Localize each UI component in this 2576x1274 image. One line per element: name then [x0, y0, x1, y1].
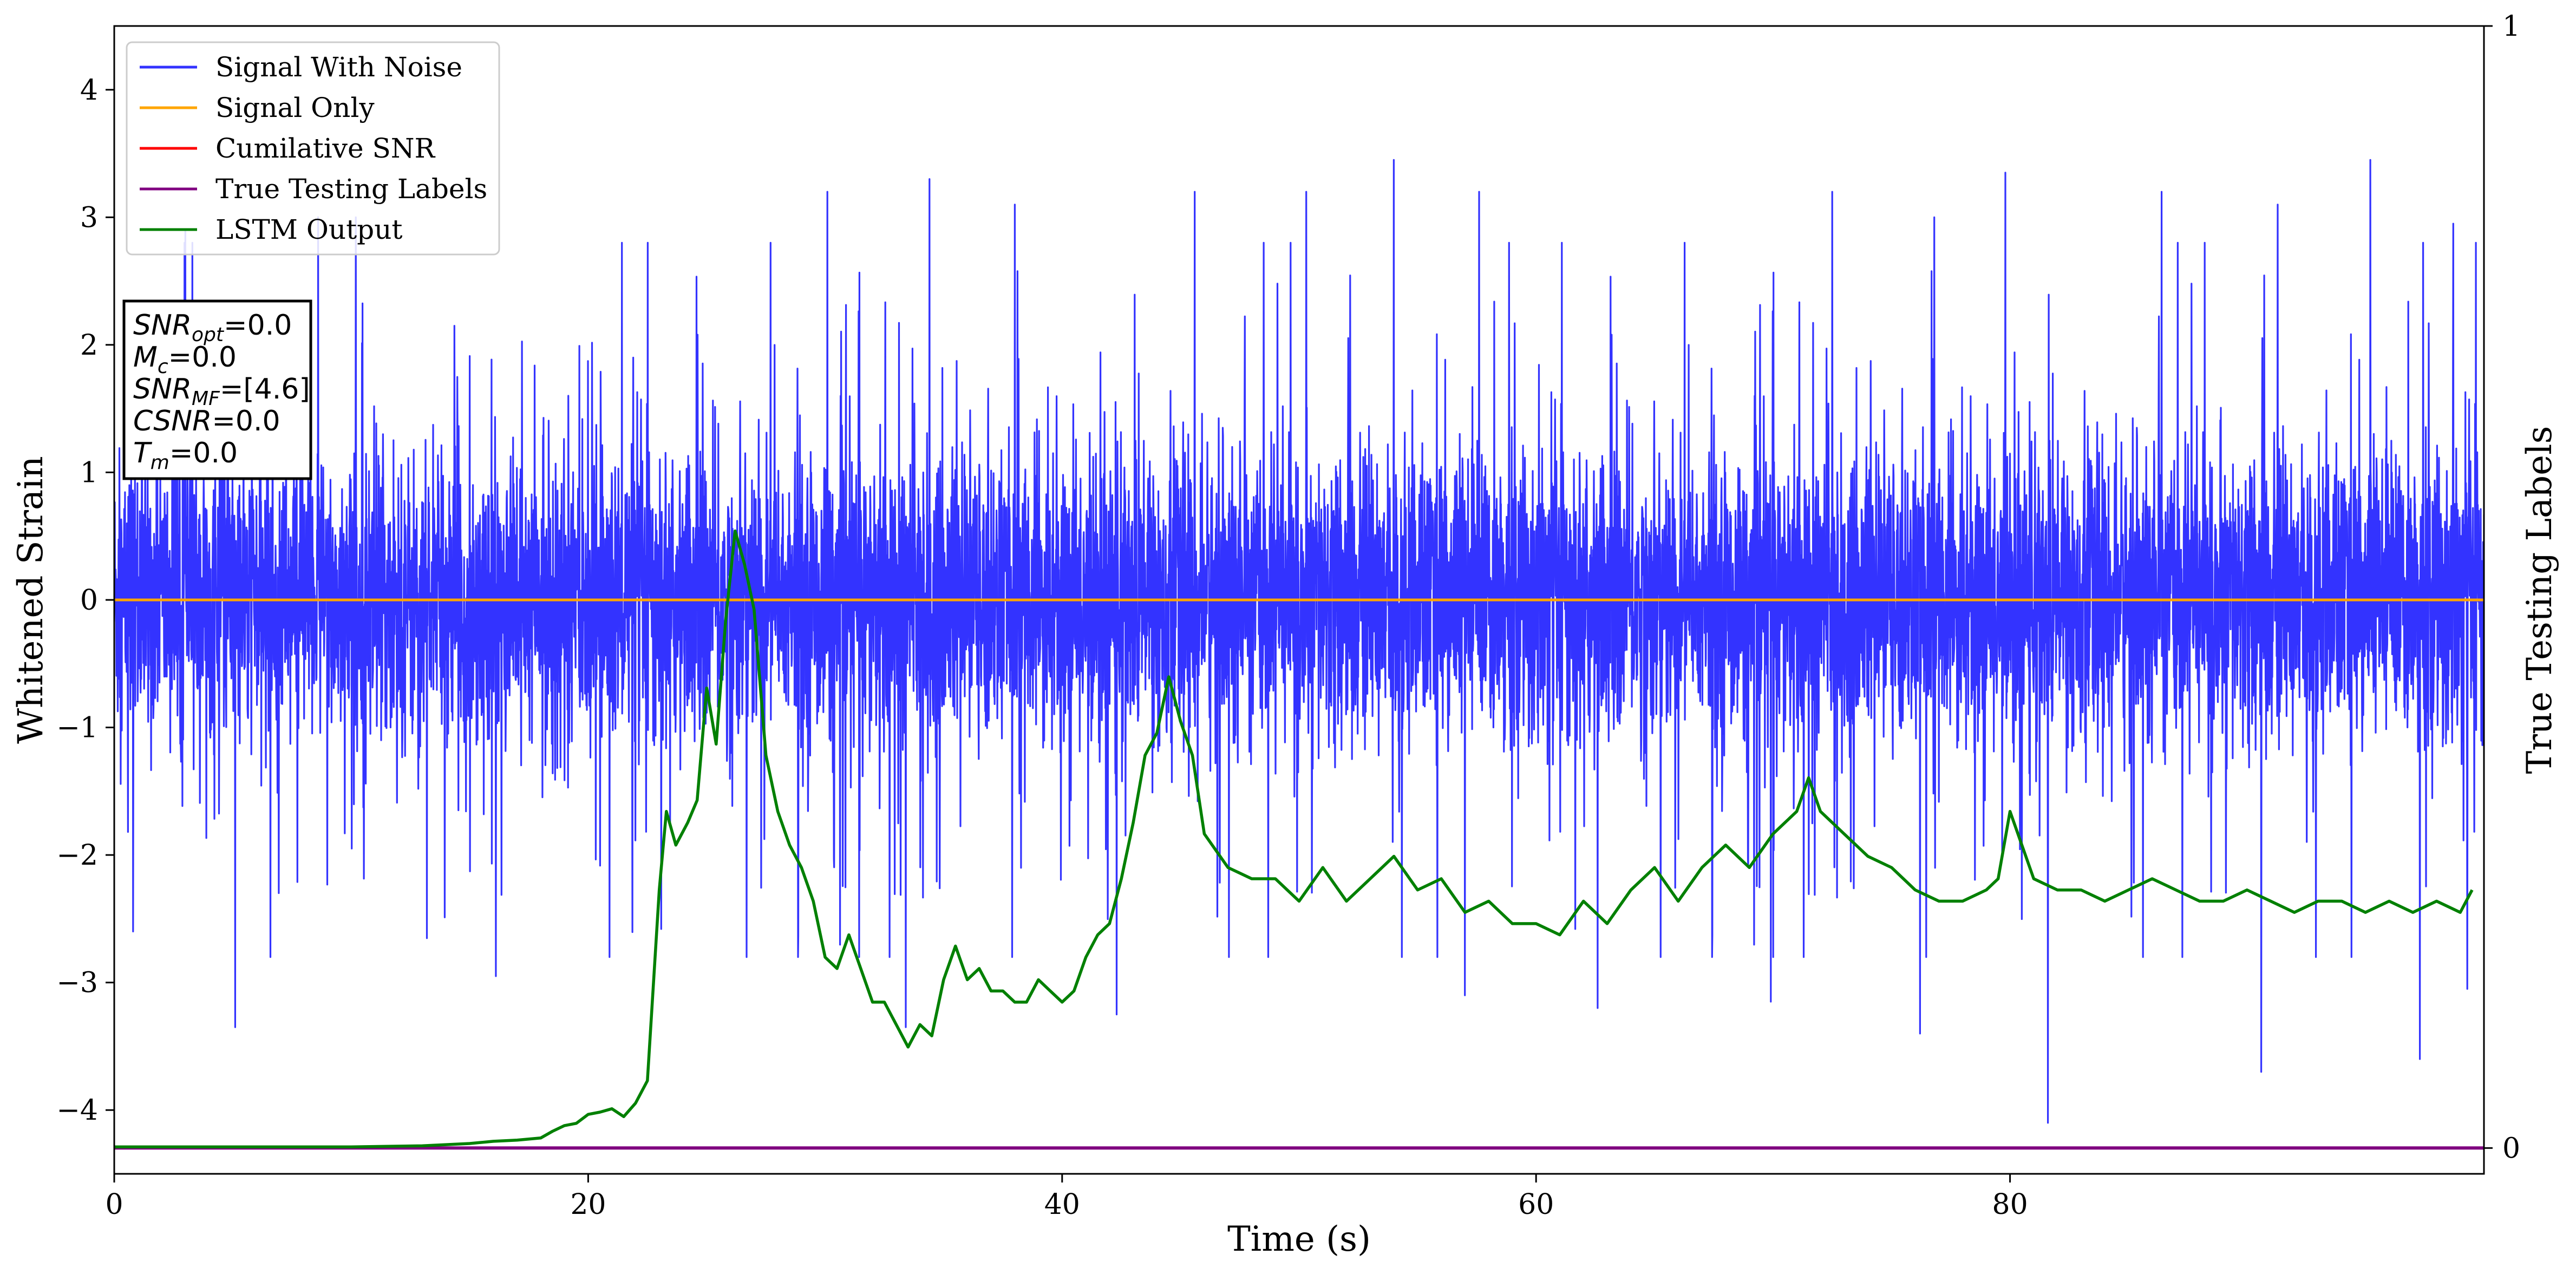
annotation-subscript: m	[151, 452, 169, 474]
legend-label: Signal Only	[215, 92, 375, 123]
annotation-box: SNRopt=0.0Mc=0.0SNRMF=[4.6]CSNR=0.0Tm=0.…	[122, 299, 312, 480]
series-lstm-output-line	[114, 529, 2474, 1149]
annotation-value: =0.0	[168, 341, 237, 374]
y-tick-label: 1	[80, 456, 98, 489]
series-signal-with-noise-line	[114, 159, 2484, 1124]
annotation-symbol: SNR	[133, 309, 192, 342]
legend-label: Signal With Noise	[215, 51, 462, 83]
annotation-line: SNRMF=[4.6]	[133, 373, 310, 410]
plot-area	[114, 159, 2484, 1150]
annotation-value: =[4.6]	[220, 373, 310, 406]
annotation-subscript: MF	[192, 388, 220, 410]
y-right-tick-label: 1	[2502, 10, 2520, 43]
y-tick-label: 0	[80, 584, 98, 617]
annotation-line: SNRopt=0.0	[133, 309, 292, 346]
y-tick-label: 3	[80, 201, 98, 234]
x-tick-label: 20	[570, 1188, 606, 1221]
y-tick-label: 2	[80, 329, 98, 362]
annotation-line: Mc=0.0	[133, 341, 237, 378]
x-tick-label: 80	[1992, 1188, 2028, 1221]
x-axis-title: Time (s)	[1227, 1219, 1371, 1259]
x-tick-label: 40	[1044, 1188, 1080, 1221]
y-right-axis-title: True Testing Labels	[2520, 426, 2560, 774]
annotation-value: =0.0	[212, 405, 280, 437]
annotation-value: =0.0	[169, 437, 238, 469]
y-tick-label: 4	[80, 74, 98, 107]
annotation-value: =0.0	[224, 309, 292, 342]
annotation-line: CSNR=0.0	[133, 405, 280, 437]
y-tick-label: −1	[56, 712, 98, 744]
annotation-line: Tm=0.0	[133, 437, 238, 474]
annotation-symbol: SNR	[133, 373, 192, 406]
annotation-subscript: c	[158, 356, 168, 378]
legend-label: Cumilative SNR	[215, 133, 435, 164]
annotation-frame	[122, 299, 312, 480]
x-tick-label: 60	[1518, 1188, 1554, 1221]
legend-label: True Testing Labels	[215, 173, 487, 205]
annotation-subscript: opt	[192, 324, 225, 346]
y-tick-label: −4	[56, 1094, 98, 1127]
annotation-symbol: CSNR	[133, 405, 212, 437]
legend-label: LSTM Output	[215, 214, 402, 245]
y-right-tick-label: 0	[2502, 1132, 2520, 1165]
y-tick-label: −2	[56, 839, 98, 872]
annotation-symbol: M	[133, 341, 158, 374]
annotation-symbol: T	[133, 437, 153, 469]
y-axis-title: Whitened Strain	[11, 456, 51, 743]
y-tick-label: −3	[56, 967, 98, 999]
legend: Signal With Noise Signal Only Cumilative S…	[126, 41, 500, 256]
x-tick-label: 0	[105, 1188, 123, 1221]
legend-box	[126, 41, 500, 256]
